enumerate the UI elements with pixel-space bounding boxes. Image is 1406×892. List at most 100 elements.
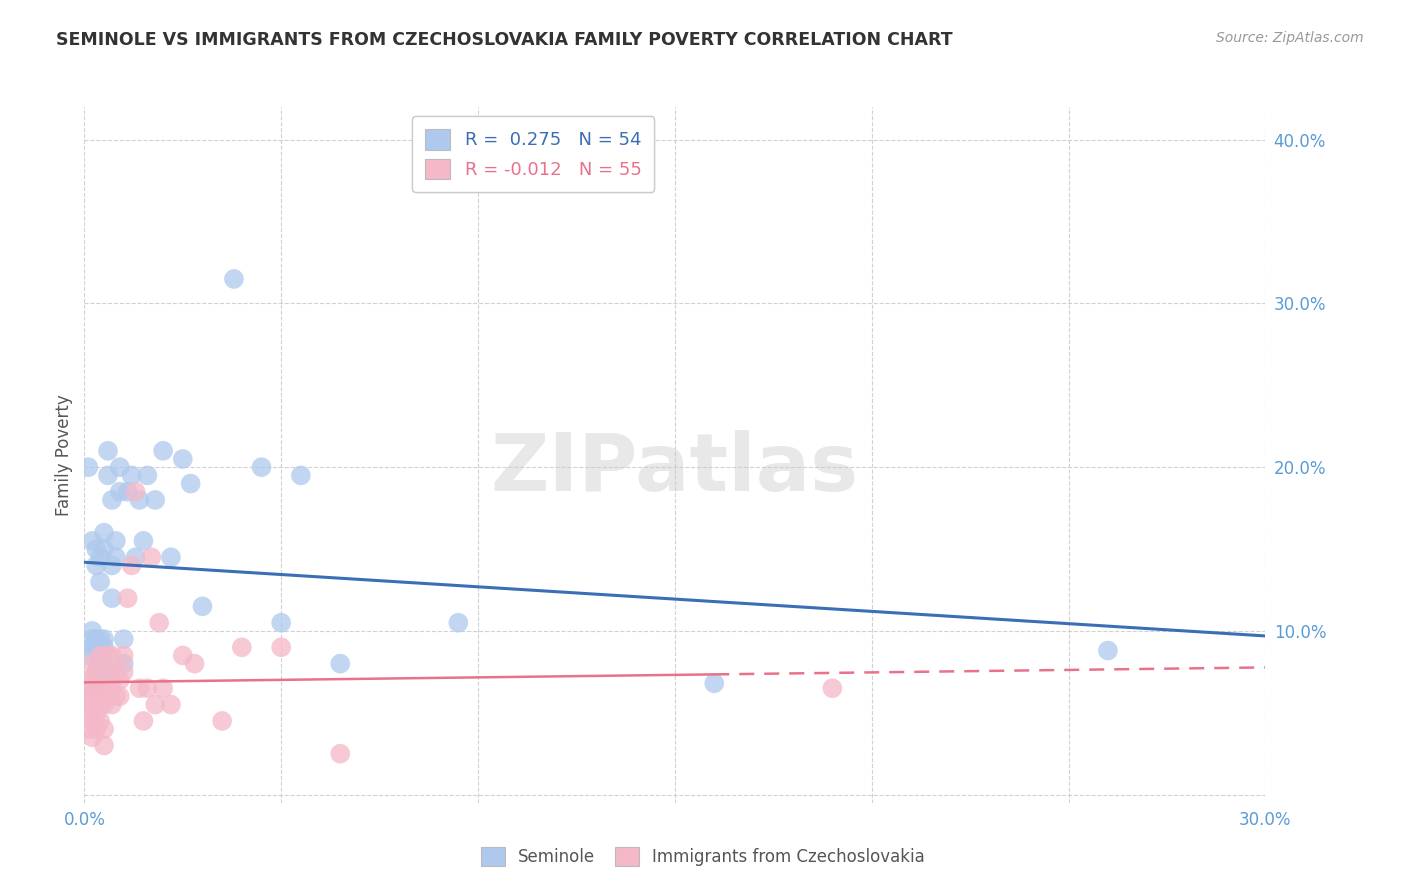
Point: [89, 681, 111, 696]
Point: [77, 690, 100, 704]
Point: [93, 525, 115, 540]
Point: [160, 698, 183, 712]
Point: [160, 550, 183, 565]
Point: [93, 657, 115, 671]
Point: [82, 690, 104, 704]
Point: [101, 648, 124, 663]
Point: [101, 492, 124, 507]
Text: SEMINOLE VS IMMIGRANTS FROM CZECHOSLOVAKIA FAMILY POVERTY CORRELATION CHART: SEMINOLE VS IMMIGRANTS FROM CZECHOSLOVAK…: [56, 31, 953, 49]
Point: [101, 681, 124, 696]
Point: [93, 739, 115, 753]
Point: [1097, 643, 1119, 657]
Point: [112, 657, 135, 671]
Text: Source: ZipAtlas.com: Source: ZipAtlas.com: [1216, 31, 1364, 45]
Point: [211, 714, 233, 728]
Point: [93, 698, 115, 712]
Point: [89, 698, 111, 712]
Point: [101, 698, 124, 712]
Point: [84, 681, 107, 696]
Point: [77, 460, 100, 475]
Point: [250, 460, 273, 475]
Point: [89, 574, 111, 589]
Point: [93, 632, 115, 646]
Point: [93, 722, 115, 736]
Point: [108, 460, 131, 475]
Point: [117, 591, 139, 606]
Point: [89, 632, 111, 646]
Point: [128, 492, 150, 507]
Point: [112, 632, 135, 646]
Point: [84, 640, 107, 655]
Point: [270, 640, 292, 655]
Point: [270, 615, 292, 630]
Text: ZIPatlas: ZIPatlas: [491, 430, 859, 508]
Point: [143, 698, 166, 712]
Point: [180, 476, 202, 491]
Point: [101, 558, 124, 573]
Point: [89, 714, 111, 728]
Point: [93, 542, 115, 557]
Point: [128, 681, 150, 696]
Point: [89, 648, 111, 663]
Point: [183, 657, 205, 671]
Point: [104, 533, 127, 548]
Point: [222, 272, 245, 286]
Point: [108, 690, 131, 704]
Legend: R =  0.275   N = 54, R = -0.012   N = 55: R = 0.275 N = 54, R = -0.012 N = 55: [412, 116, 654, 192]
Point: [77, 648, 100, 663]
Point: [447, 615, 470, 630]
Point: [172, 648, 194, 663]
Point: [89, 640, 111, 655]
Point: [97, 665, 120, 679]
Point: [82, 673, 104, 687]
Y-axis label: Family Poverty: Family Poverty: [55, 394, 73, 516]
Point: [231, 640, 253, 655]
Point: [84, 690, 107, 704]
Point: [112, 648, 135, 663]
Point: [152, 681, 174, 696]
Point: [329, 657, 352, 671]
Point: [89, 657, 111, 671]
Point: [93, 640, 115, 655]
Point: [104, 690, 127, 704]
Point: [132, 533, 155, 548]
Point: [82, 731, 104, 745]
Point: [124, 550, 146, 565]
Point: [329, 747, 352, 761]
Point: [84, 722, 107, 736]
Point: [143, 492, 166, 507]
Point: [82, 698, 104, 712]
Point: [703, 676, 725, 690]
Point: [84, 558, 107, 573]
Point: [152, 443, 174, 458]
Point: [141, 550, 163, 565]
Point: [172, 452, 194, 467]
Point: [101, 591, 124, 606]
Point: [82, 640, 104, 655]
Point: [89, 550, 111, 565]
Point: [97, 468, 120, 483]
Point: [84, 632, 107, 646]
Point: [136, 681, 159, 696]
Point: [77, 698, 100, 712]
Point: [97, 443, 120, 458]
Point: [77, 673, 100, 687]
Point: [97, 648, 120, 663]
Point: [84, 665, 107, 679]
Point: [136, 468, 159, 483]
Point: [290, 468, 312, 483]
Point: [77, 706, 100, 720]
Point: [84, 681, 107, 696]
Point: [82, 657, 104, 671]
Point: [97, 665, 120, 679]
Point: [84, 665, 107, 679]
Point: [108, 673, 131, 687]
Point: [121, 468, 143, 483]
Point: [112, 665, 135, 679]
Point: [117, 484, 139, 499]
Point: [148, 615, 170, 630]
Point: [84, 706, 107, 720]
Point: [82, 624, 104, 638]
Point: [82, 632, 104, 646]
Point: [97, 681, 120, 696]
